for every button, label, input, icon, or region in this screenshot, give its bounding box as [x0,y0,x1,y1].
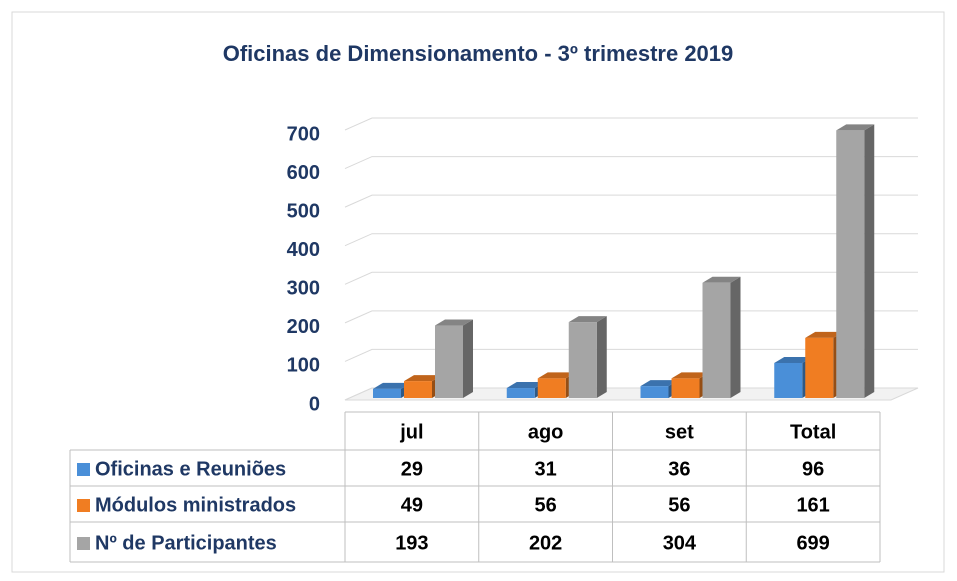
table-value: 56 [668,494,690,516]
bar [435,325,463,398]
y-tick-label: 500 [287,200,320,222]
legend-label: Nº de Participantes [95,532,277,554]
bar-top [836,124,875,131]
chart-title: Oficinas de Dimensionamento - 3º trimest… [223,41,734,66]
y-tick-label: 700 [287,123,320,145]
bar [671,378,700,398]
grid-line [344,271,918,285]
grid-line [344,117,918,131]
grid-line [344,233,918,247]
table-value: 202 [529,532,562,554]
table-value: 31 [535,458,557,480]
legend-swatch [77,499,90,512]
bar [537,378,566,398]
y-tick-label: 400 [287,239,320,261]
bar-side [730,276,741,398]
bar [506,388,535,398]
bar-top [537,372,576,379]
table-value: 29 [401,458,423,480]
bar-top [805,331,844,338]
table-value: 193 [395,532,428,554]
y-tick-label: 0 [309,393,320,415]
bar [774,362,803,398]
table-value: 304 [663,532,697,554]
x-tick-label: ago [528,421,564,443]
bar [373,388,401,398]
bar-top [702,276,741,283]
bar [805,337,834,398]
table-value: 49 [401,494,423,516]
bar-side [463,319,473,398]
bar-top [404,375,442,382]
legend-swatch [77,537,90,550]
grid-line [344,156,918,170]
table-value: 699 [796,532,829,554]
legend-label: Módulos ministrados [95,494,296,516]
x-tick-label: set [665,421,694,443]
table-value: 36 [668,458,690,480]
bar [404,381,432,398]
bar [568,322,597,398]
bar-top [506,382,545,389]
y-tick-label: 300 [287,278,320,300]
y-tick-label: 200 [287,316,320,338]
chart-border [11,11,945,573]
legend-label: Oficinas e Reuniões [95,458,286,480]
x-tick-label: Total [790,421,836,443]
legend-swatch [77,463,90,476]
bar [836,130,865,398]
bar-top [568,316,607,323]
x-tick-label: jul [399,421,423,443]
y-tick-label: 600 [287,162,320,184]
y-tick-label: 100 [287,355,320,377]
bar [640,386,669,398]
bar-top [373,382,411,389]
grid-line [344,194,918,208]
bar-top [774,356,813,363]
bar [702,282,731,398]
bar-top [640,380,679,387]
bar-top [671,372,710,379]
bar-top [435,319,473,326]
table-value: 96 [802,458,824,480]
bar-side [864,124,875,398]
bar-side [596,316,607,398]
table-value: 56 [535,494,557,516]
table-value: 161 [796,494,829,516]
